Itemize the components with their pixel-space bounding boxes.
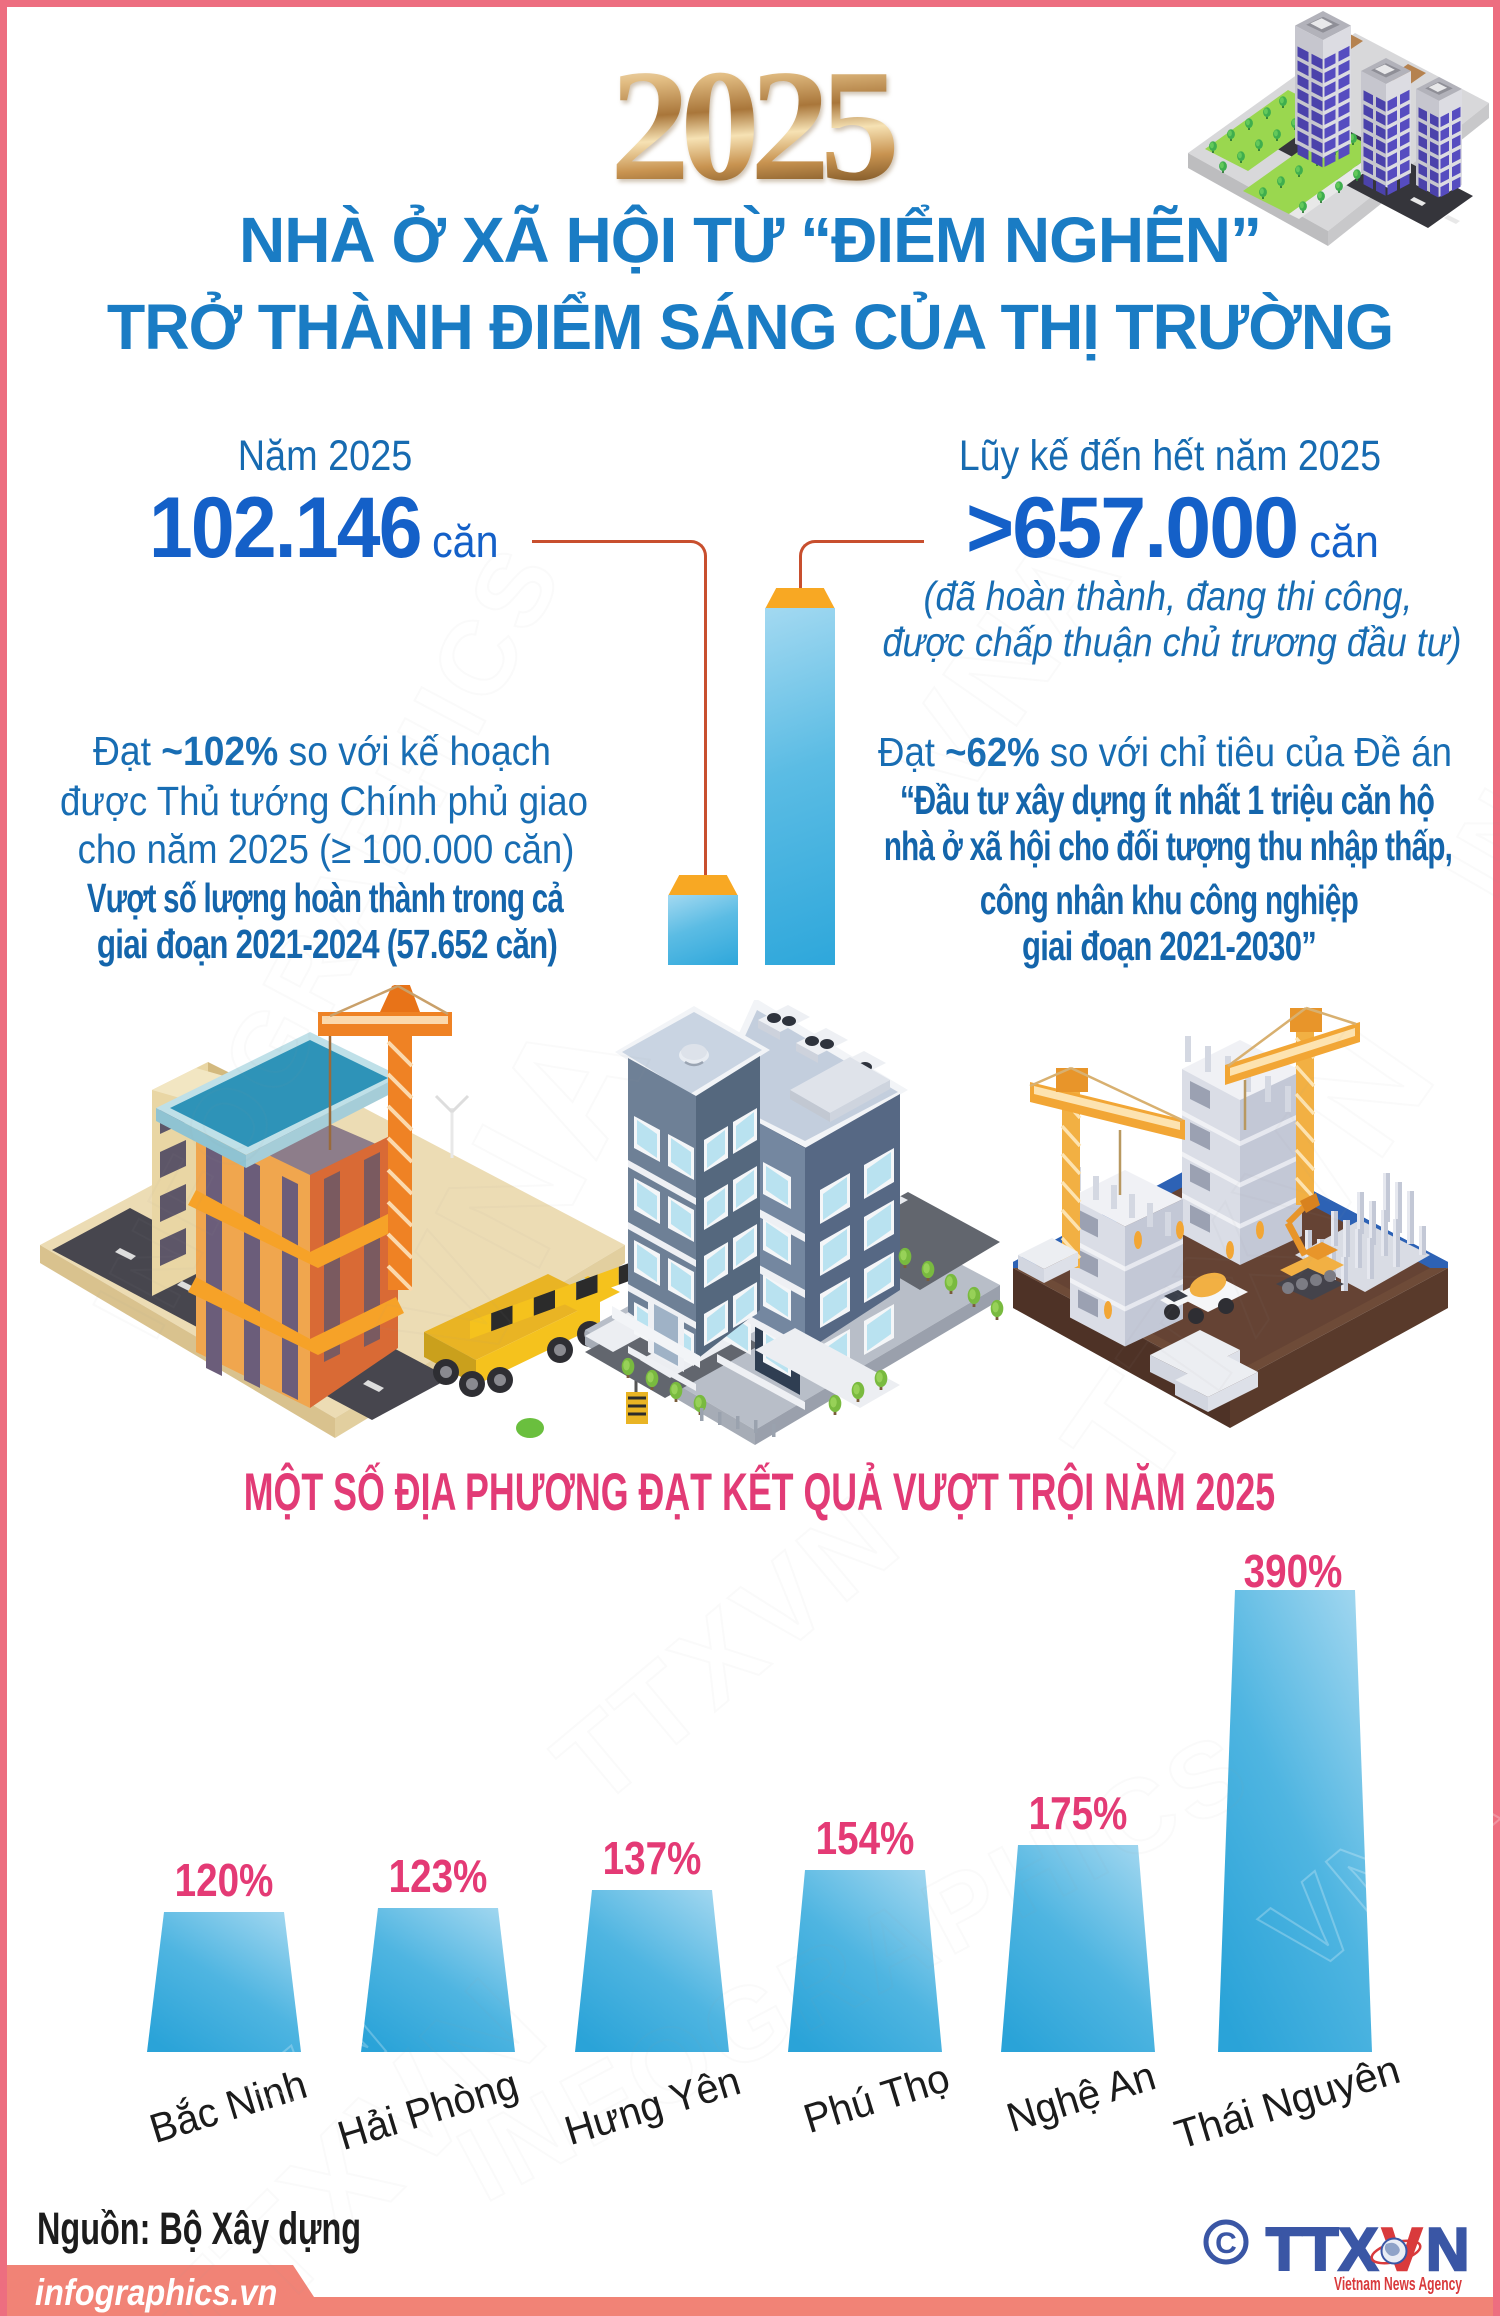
svg-text:N: N [1426, 2216, 1469, 2283]
svg-text:TTX: TTX [1266, 2216, 1378, 2283]
svg-text:Vietnam News Agency: Vietnam News Agency [1334, 2274, 1462, 2294]
svg-text:C: C [1215, 2227, 1237, 2260]
